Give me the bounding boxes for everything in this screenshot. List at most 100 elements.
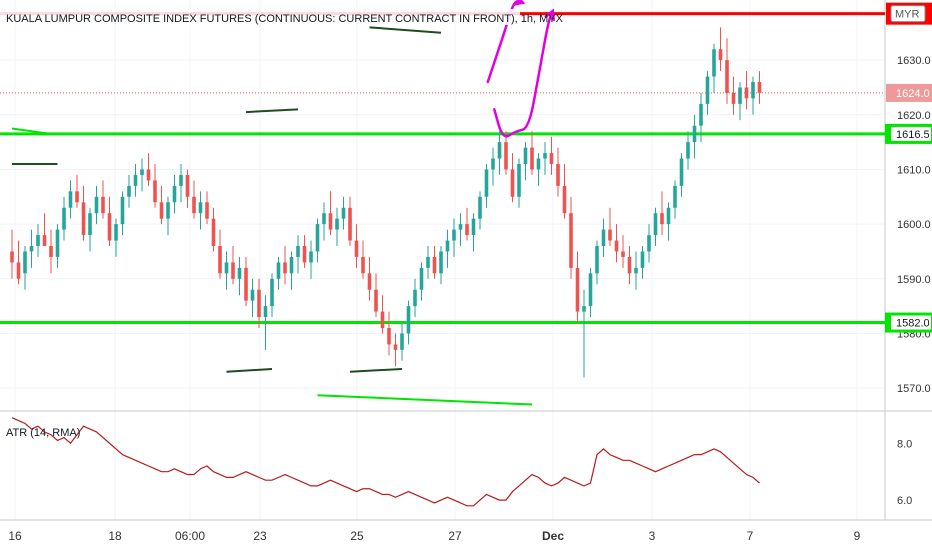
candle-up[interactable] [55,229,60,257]
candle-up[interactable] [68,191,73,208]
candle-down[interactable] [367,273,372,290]
candle-down[interactable] [153,180,157,203]
trend-line[interactable] [349,368,403,373]
candle-up[interactable] [595,246,599,274]
candle-up[interactable] [29,246,34,252]
candle-down[interactable] [614,240,619,252]
candle-up[interactable] [413,289,417,307]
candle-up[interactable] [114,224,118,241]
candle-down[interactable] [556,164,560,186]
candle-up[interactable] [738,87,742,104]
candle-down[interactable] [608,229,612,241]
candle-down[interactable] [257,289,261,318]
candle-up[interactable] [588,273,593,307]
candle-down[interactable] [504,142,508,170]
candle-up[interactable] [692,125,697,143]
candle-up[interactable] [133,174,138,186]
candle-down[interactable] [231,262,235,279]
candle-up[interactable] [491,158,495,170]
candle-up[interactable] [543,153,547,159]
candle-down[interactable] [283,262,287,274]
candle-down[interactable] [660,213,664,225]
trend-line[interactable] [11,127,52,135]
candle-up[interactable] [36,235,40,246]
candle-up[interactable] [673,185,677,208]
candle-down[interactable] [575,267,580,312]
candle-up[interactable] [705,76,710,104]
candle-down[interactable] [562,185,567,214]
candle-down[interactable] [42,235,47,246]
candle-up[interactable] [341,207,346,219]
candle-down[interactable] [757,82,762,93]
candle-up[interactable] [263,306,268,318]
candle-up[interactable] [198,202,203,214]
candle-up[interactable] [517,164,521,197]
candle-down[interactable] [627,256,632,274]
candle-down[interactable] [465,224,469,236]
candle-down[interactable] [16,262,21,279]
candle-down[interactable] [302,246,307,263]
candle-up[interactable] [478,196,482,219]
level-badge[interactable] [891,315,931,330]
candle-down[interactable] [621,251,625,257]
candle-up[interactable] [127,185,131,197]
candle-up[interactable] [309,251,313,263]
candle-up[interactable] [335,218,339,230]
candle-down[interactable] [530,147,534,170]
candle-up[interactable] [536,158,541,170]
candle-down[interactable] [731,92,736,104]
candle-up[interactable] [445,240,450,252]
candle-up[interactable] [751,82,755,99]
candle-down[interactable] [244,267,248,301]
candle-up[interactable] [94,196,99,214]
candle-up[interactable] [484,169,489,197]
candle-up[interactable] [224,262,229,274]
candle-up[interactable] [452,229,456,241]
candle-down[interactable] [374,289,378,312]
candle-down[interactable] [380,311,385,328]
candle-up[interactable] [289,256,294,274]
candle-up[interactable] [315,224,320,252]
candle-up[interactable] [419,267,424,290]
trend-line[interactable] [369,26,442,34]
candle-up[interactable] [471,218,476,236]
candle-up[interactable] [406,306,411,334]
candle-up[interactable] [88,213,92,236]
candle-up[interactable] [686,142,690,159]
candle-up[interactable] [634,267,638,274]
candle-down[interactable] [211,218,216,246]
candle-down[interactable] [328,213,333,230]
candle-up[interactable] [322,213,326,225]
candle-down[interactable] [432,256,437,274]
candle-down[interactable] [192,196,196,214]
candle-up[interactable] [276,262,281,279]
candle-up[interactable] [497,142,502,159]
currency-badge[interactable] [890,5,926,23]
candle-down[interactable] [393,344,398,350]
candle-up[interactable] [666,207,671,225]
candle-up[interactable] [140,169,144,175]
candle-up[interactable] [523,147,528,164]
candle-up[interactable] [23,251,27,274]
candle-up[interactable] [679,158,684,186]
candle-down[interactable] [725,60,729,93]
candle-up[interactable] [712,49,716,77]
candle-up[interactable] [120,196,125,225]
candle-up[interactable] [458,224,463,230]
candle-down[interactable] [185,174,190,197]
candle-down[interactable] [569,213,573,268]
last-price-badge[interactable] [886,83,932,102]
projection-path[interactable] [493,9,555,138]
candle-down[interactable] [205,202,209,219]
candle-down[interactable] [101,196,105,214]
candle-up[interactable] [296,246,300,257]
candle-up[interactable] [400,333,404,350]
candle-up[interactable] [647,235,651,252]
candle-down[interactable] [718,49,723,61]
candle-up[interactable] [582,306,586,312]
candle-up[interactable] [426,256,430,268]
candle-up[interactable] [601,229,606,246]
candle-down[interactable] [218,246,222,274]
